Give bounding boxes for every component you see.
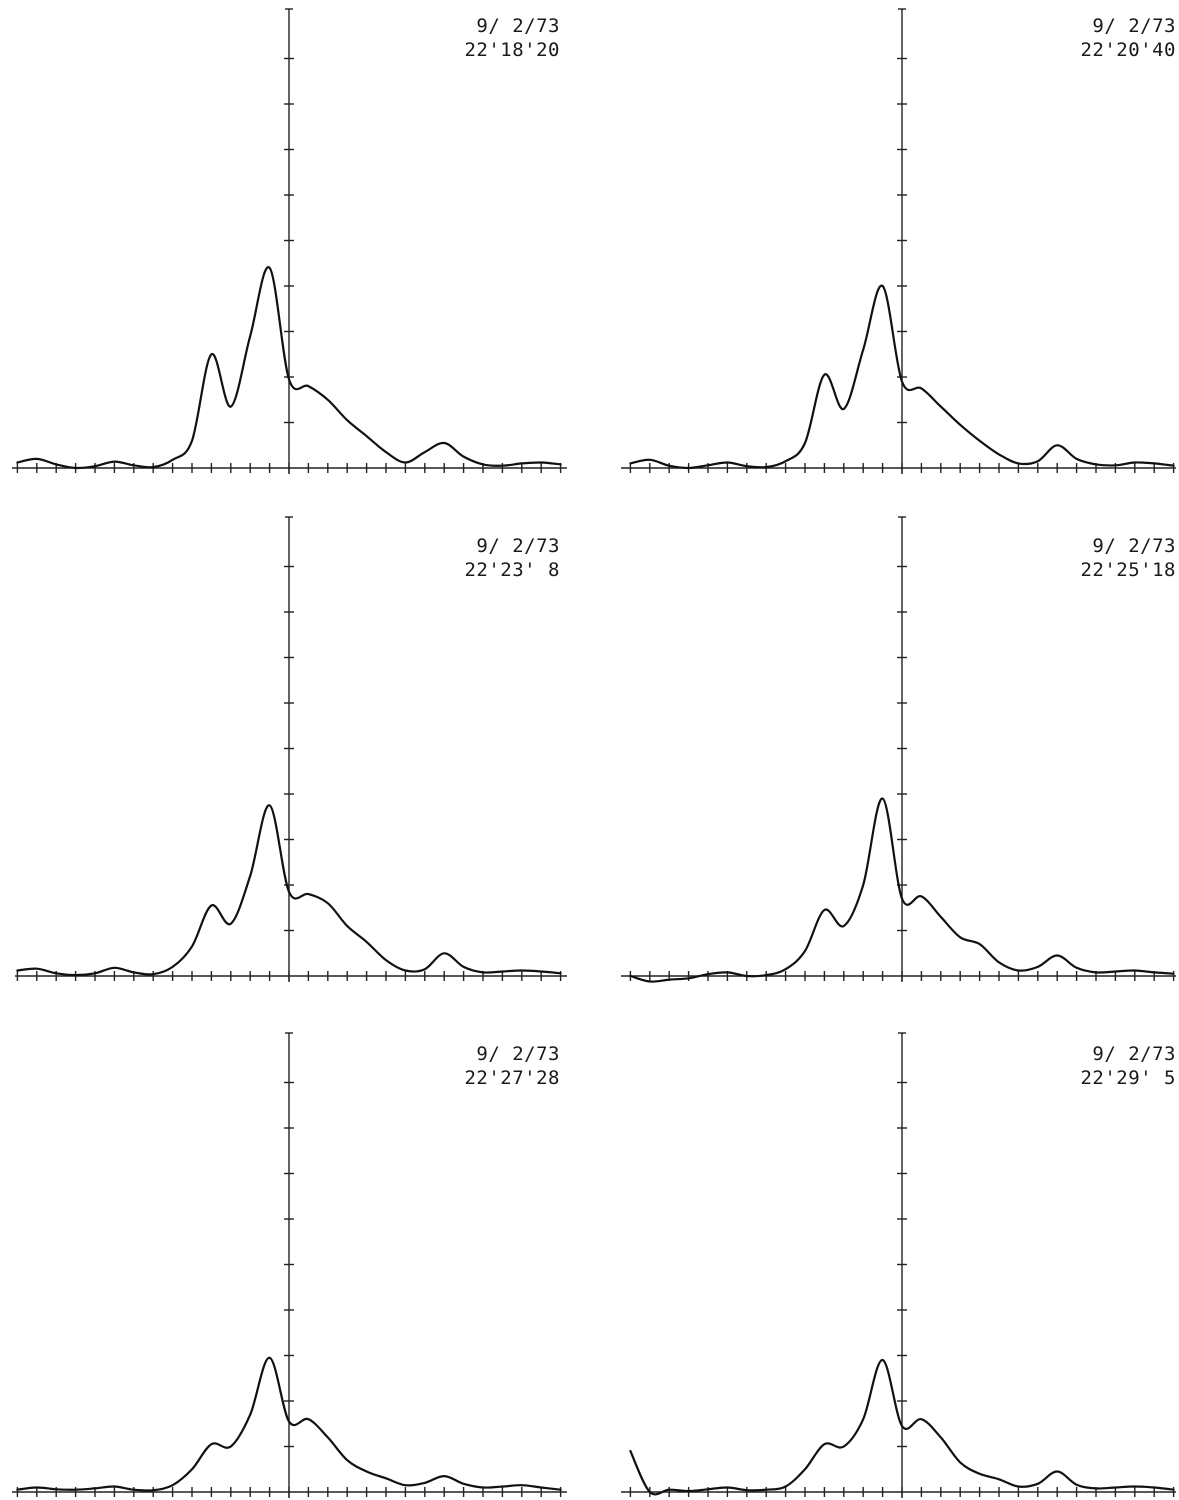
panel-1: 9/ 2/73 22'18'20 — [12, 8, 567, 474]
panel-1-curve — [16, 266, 562, 470]
panel-3-time: 22'23' 8 — [464, 559, 560, 581]
panel-5-time: 22'27'28 — [464, 1067, 560, 1089]
panel-5: 9/ 2/73 22'27'28 — [12, 1032, 567, 1498]
panel-3-curve — [16, 804, 562, 977]
panel-6-date: 9/ 2/73 — [1092, 1043, 1176, 1065]
panel-1-date: 9/ 2/73 — [476, 15, 560, 37]
panel-3-date: 9/ 2/73 — [476, 535, 560, 557]
panel-4-time: 22'25'18 — [1080, 559, 1176, 581]
panel-3: 9/ 2/73 22'23' 8 — [15, 516, 567, 982]
panel-2-time: 22'20'40 — [1080, 39, 1176, 61]
panel-4: 9/ 2/73 22'25'18 — [621, 516, 1176, 983]
panel-2-date: 9/ 2/73 — [1092, 15, 1176, 37]
panel-2: 9/ 2/73 22'20'40 — [621, 8, 1176, 474]
panel-2-curve — [629, 284, 1175, 470]
panel-1-time: 22'18'20 — [464, 39, 560, 61]
panel-5-date: 9/ 2/73 — [476, 1043, 560, 1065]
panel-6-curve — [629, 1358, 1175, 1496]
panel-6-time: 22'29' 5 — [1080, 1067, 1176, 1089]
panel-5-curve — [16, 1356, 562, 1492]
panel-4-date: 9/ 2/73 — [1092, 535, 1176, 557]
panel-6: 9/ 2/73 22'29' 5 — [621, 1032, 1176, 1498]
panel-4-curve — [629, 797, 1175, 983]
